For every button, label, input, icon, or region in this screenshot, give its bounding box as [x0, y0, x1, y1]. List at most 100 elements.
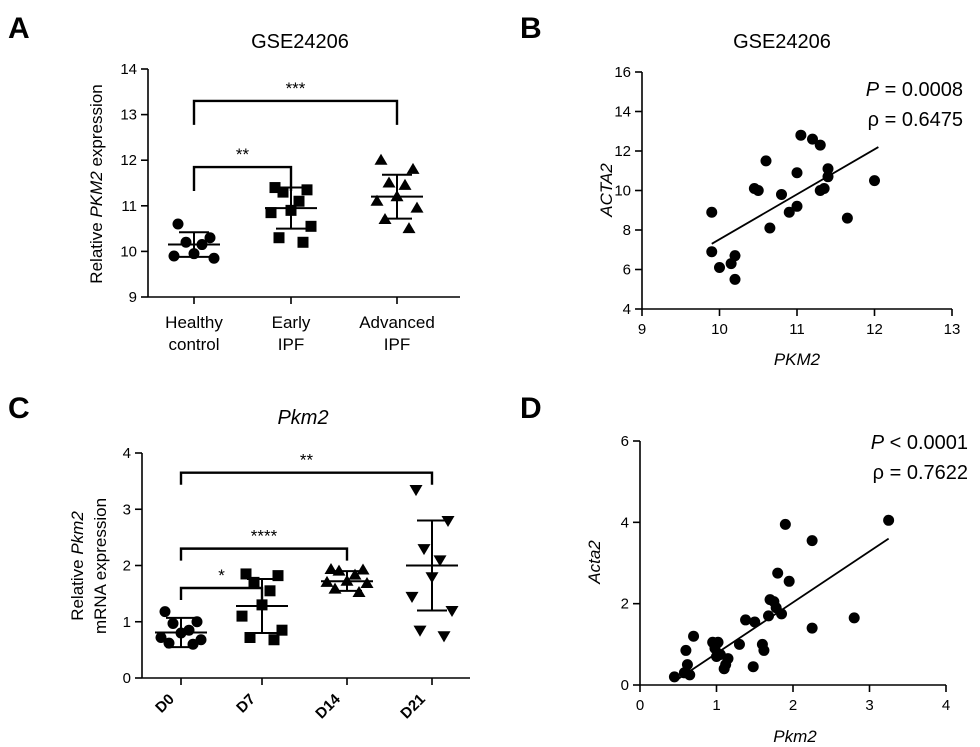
panel-d-xtick-label-3: 3: [865, 697, 873, 714]
panel-a-brackets: *****: [192, 79, 399, 192]
panel-d-rho: ρ = 0.7622: [873, 462, 968, 484]
panel-d-ticks: 0 1 2 3 4 0 2 4 6: [621, 433, 951, 714]
data-point: [758, 644, 770, 656]
significance-label: *: [218, 566, 225, 585]
data-point: [405, 591, 419, 603]
significance-bracket: [179, 471, 434, 485]
panel-d-xtick-label-4: 4: [942, 697, 950, 714]
panel-a-ytick-label-14: 14: [120, 61, 137, 78]
data-point: [273, 232, 285, 244]
panel-label-d: D: [520, 392, 542, 425]
data-point: [155, 632, 167, 643]
group-1: [236, 568, 288, 685]
panel-d-ytick-label-0: 0: [621, 677, 629, 694]
panel-c-ylabel-line1: Relative Pkm2: [68, 511, 87, 621]
panel-label-a: A: [8, 12, 30, 45]
panel-c-ytick-label-1: 1: [123, 614, 131, 631]
data-point: [706, 246, 718, 258]
data-point: [783, 575, 795, 587]
data-point: [248, 576, 260, 588]
panel-c: C Pkm2 Relative Pkm2 mRNA expression 0 1 2…: [8, 392, 470, 722]
regression-line: [711, 146, 879, 245]
data-point: [668, 671, 680, 683]
data-point: [791, 167, 803, 179]
data-point: [348, 568, 362, 580]
panel-b-xtick-label-13: 13: [944, 321, 961, 338]
panel-c-ytick-label-2: 2: [123, 558, 131, 575]
x-category-label: control: [168, 335, 219, 354]
x-category-label: IPF: [384, 335, 410, 354]
group-2: [320, 562, 374, 685]
data-point: [749, 616, 761, 628]
panel-b-xtick-label-10: 10: [711, 321, 728, 338]
significance-bracket: [179, 586, 264, 600]
panel-b-xlabel: PKM2: [774, 350, 821, 369]
panel-c-ylabel-line2: mRNA expression: [91, 498, 110, 634]
data-point: [712, 636, 724, 648]
data-point: [398, 178, 412, 190]
panel-d-p-value: P < 0.0001: [871, 432, 968, 454]
data-point: [277, 186, 289, 198]
panel-a-x-labels: Healthy control Early IPF Advanced IPF: [165, 313, 435, 354]
panel-b-fit-line: [711, 146, 879, 245]
data-point: [159, 606, 171, 618]
panel-b-ytick-label-12: 12: [614, 143, 631, 160]
data-point: [729, 273, 741, 285]
data-point: [382, 176, 396, 188]
panel-a-ytick-label-13: 13: [120, 107, 137, 124]
panel-b-title: GSE24206: [733, 31, 831, 53]
data-point: [240, 568, 252, 580]
panel-d-ylabel: Acta2: [585, 540, 604, 585]
panel-c-ytick-label-4: 4: [123, 445, 131, 462]
data-point: [883, 514, 895, 526]
data-point: [406, 162, 420, 174]
panel-label-b: B: [520, 12, 542, 45]
data-point: [706, 206, 718, 218]
panel-d-ytick-label-4: 4: [621, 514, 629, 531]
panel-b-ytick-label-6: 6: [623, 262, 631, 279]
panel-c-groups: [155, 485, 459, 685]
data-point: [722, 653, 734, 665]
panel-b-ytick-label-14: 14: [614, 104, 631, 121]
data-point: [822, 171, 834, 183]
data-point: [818, 183, 830, 195]
data-point: [360, 577, 374, 589]
data-point: [733, 638, 745, 650]
panel-b-ticks: 9 10 11 12 13 4 6 8 10 12 14 16: [614, 64, 960, 338]
data-point: [433, 555, 447, 567]
panel-c-x-labels: D0 D7 D14 D21: [152, 690, 429, 722]
significance-label: **: [236, 145, 250, 164]
data-point: [752, 185, 764, 196]
significance-label: ****: [251, 527, 278, 546]
data-point: [441, 515, 455, 527]
panel-c-brackets: *******: [179, 451, 434, 600]
data-point: [305, 220, 317, 232]
panel-b-axes: [641, 72, 952, 310]
panel-a: A GSE24206 Relative PKM2 expression 9 10 1…: [8, 12, 460, 354]
data-point: [772, 567, 784, 579]
data-point: [848, 612, 860, 624]
panel-b-ylabel: ACTA2: [597, 163, 616, 218]
x-category-label: Early: [272, 313, 311, 332]
data-point: [168, 250, 180, 262]
data-point: [714, 262, 725, 274]
data-point: [841, 212, 853, 224]
data-point: [806, 535, 818, 547]
significance-bracket: [192, 99, 399, 125]
group-0: [155, 606, 207, 685]
x-category-label: D7: [233, 691, 259, 717]
data-point: [167, 617, 179, 629]
panel-b-ytick-label-10: 10: [614, 183, 631, 200]
panel-d: D Acta2 Pkm2 P < 0.0001 ρ = 0.7622 0 1 2 3 4…: [520, 392, 968, 746]
data-point: [791, 200, 803, 212]
data-point: [795, 129, 807, 141]
data-point: [822, 163, 834, 175]
panel-d-points: [668, 514, 895, 683]
data-point: [807, 133, 818, 145]
panel-b-p-value: P = 0.0008: [866, 79, 963, 101]
data-point: [236, 610, 248, 622]
data-point: [437, 631, 451, 643]
data-point: [776, 608, 788, 620]
panel-c-ytick-label-3: 3: [123, 501, 131, 518]
